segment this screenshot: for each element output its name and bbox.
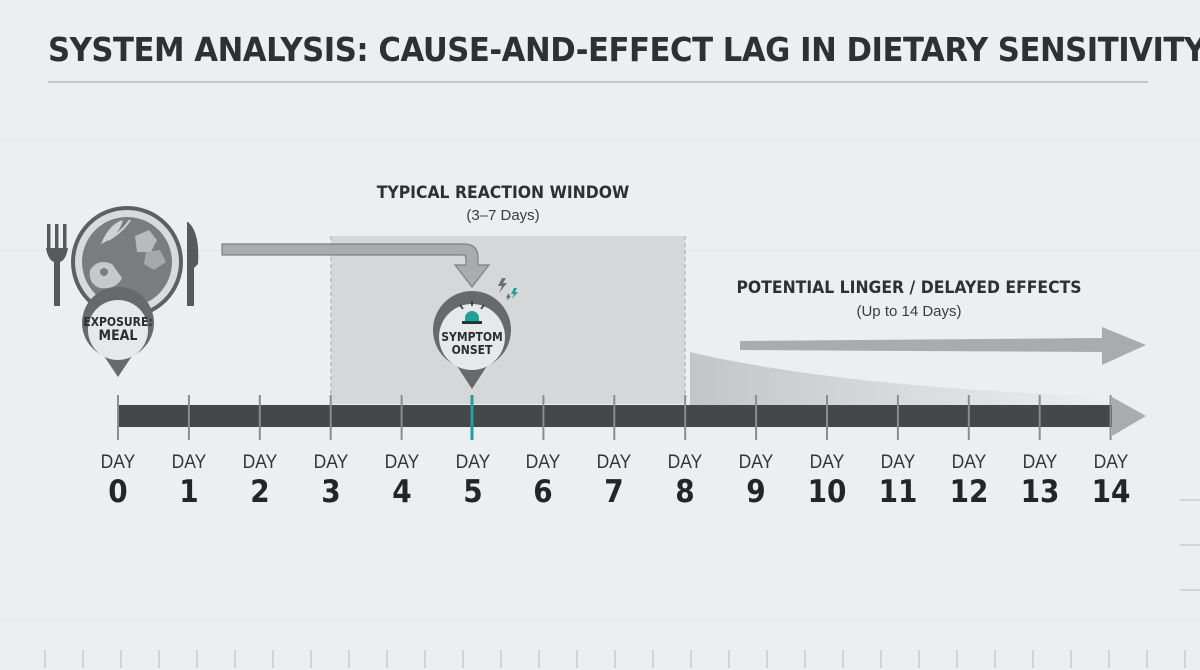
- meal-plate-icon: [71, 206, 183, 318]
- day-word-label: DAY: [455, 452, 490, 473]
- linger-range: (Up to 14 Days): [856, 303, 962, 320]
- title-divider: [48, 81, 1148, 83]
- day-number-label: 9: [746, 474, 766, 510]
- day-word-label: DAY: [171, 452, 207, 473]
- day-word-label: DAY: [951, 452, 987, 473]
- lightning-icon: [498, 278, 518, 301]
- day-word-label: DAY: [596, 452, 632, 473]
- symptom-pin-line1: SYMPTOM: [441, 330, 503, 344]
- day-word-label: DAY: [1022, 452, 1058, 473]
- siren-icon: [459, 301, 485, 324]
- knife-icon: [187, 222, 199, 306]
- day-word-label: DAY: [100, 452, 136, 473]
- day-number-label: 0: [108, 474, 128, 510]
- exposure-pin-line1: EXPOSURE:: [83, 315, 153, 329]
- day-number-label: 12: [949, 474, 989, 510]
- reaction-window-heading: TYPICAL REACTION WINDOW: [376, 183, 630, 203]
- day-word-label: DAY: [738, 452, 774, 473]
- exposure-to-onset-arrow: [221, 243, 491, 288]
- exposure-pin-label: EXPOSURE: MEAL: [83, 315, 153, 345]
- exposure-pin-line2: MEAL: [98, 328, 138, 345]
- day-word-label: DAY: [809, 452, 845, 473]
- day-word-label: DAY: [384, 452, 419, 473]
- fork-icon: [46, 224, 68, 306]
- day-word-label: DAY: [1093, 452, 1128, 473]
- symptom-pin-line2: ONSET: [451, 343, 493, 358]
- day-word-label: DAY: [242, 452, 278, 473]
- day-number-label: 2: [250, 474, 270, 510]
- day-number-label: 1: [179, 474, 199, 510]
- linger-fade-wedge: [690, 352, 1110, 405]
- background-grid: [0, 139, 1200, 621]
- day-number-label: 13: [1020, 474, 1060, 510]
- day-number-label: 6: [533, 474, 554, 510]
- bottom-ruler-ticks: [44, 650, 1186, 668]
- linger-heading: POTENTIAL LINGER / DELAYED EFFECTS: [736, 278, 1082, 298]
- day-number-label: 8: [675, 474, 695, 510]
- day-word-label: DAY: [526, 452, 561, 473]
- day-number-label: 7: [604, 474, 625, 510]
- page-title: SYSTEM ANALYSIS: CAUSE-AND-EFFECT LAG IN…: [48, 30, 1200, 69]
- linger-arrow: [740, 327, 1146, 365]
- day-word-label: DAY: [880, 452, 916, 473]
- day-number-label: 14: [1091, 474, 1131, 510]
- day-number-label: 4: [391, 474, 412, 510]
- symptom-pin-label: SYMPTOM ONSET: [441, 330, 503, 358]
- day-number-label: 3: [320, 474, 341, 510]
- right-edge-ticks: [1180, 499, 1200, 591]
- symptom-onset-pin: [433, 291, 511, 389]
- day-word-label: DAY: [313, 452, 349, 473]
- day-number-label: 5: [462, 474, 483, 510]
- reaction-window-range: (3–7 Days): [466, 207, 540, 224]
- day-number-label: 10: [807, 474, 847, 510]
- day-number-label: 11: [878, 474, 918, 510]
- exposure-pin: [81, 286, 154, 377]
- timeline-arrowhead: [1112, 397, 1146, 436]
- day-ticks: [117, 395, 1112, 440]
- day-word-label: DAY: [667, 452, 703, 473]
